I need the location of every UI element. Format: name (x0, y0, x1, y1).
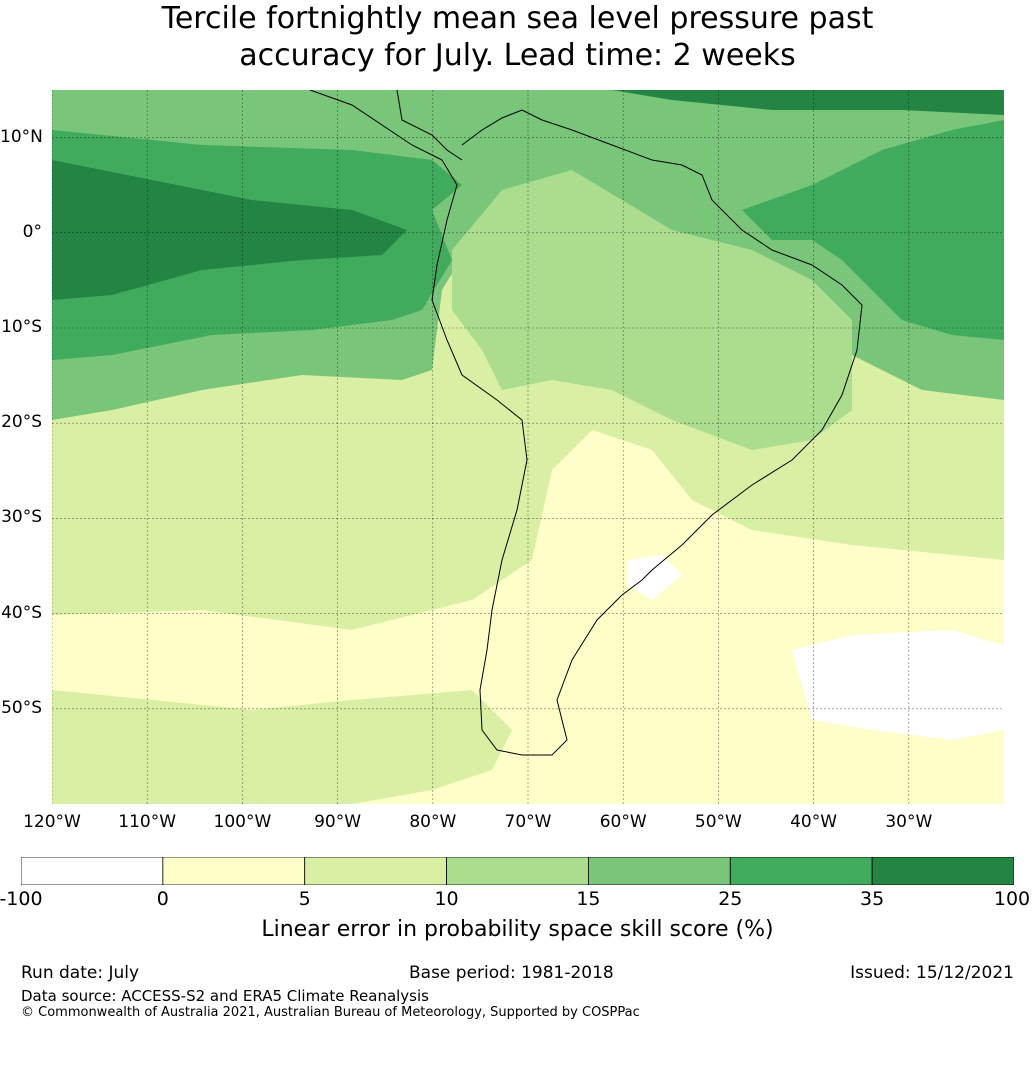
coastline-caribbean (396, 90, 463, 161)
lat-tick-label: 10°S (1, 317, 42, 337)
colorbar-segment (446, 857, 589, 885)
region-35-100 (52, 160, 407, 300)
coastline (309, 90, 863, 756)
region-negative-1 (792, 630, 1004, 740)
lat-tick-label: 20°S (1, 412, 42, 433)
colorbar-tick-label: 35 (860, 888, 885, 910)
lon-tick-label: 50°W (694, 812, 742, 832)
colorbar-tick-label: 25 (718, 888, 743, 910)
skill-map (52, 90, 1004, 804)
colorbar-tick-label: 15 (576, 888, 601, 910)
gridlines (52, 90, 1004, 804)
lat-tick-label: 30°S (1, 507, 42, 528)
colorbar-segment (871, 857, 1014, 885)
data-source: Data source: ACCESS-S2 and ERA5 Climate … (21, 987, 429, 1005)
lat-tick-label: 0° (22, 221, 42, 242)
run-date: Run date: July (21, 963, 140, 983)
lon-tick-label: 70°W (504, 812, 552, 832)
colorbar (21, 857, 1014, 885)
colorbar-segment (162, 857, 306, 885)
colorbar-segment (21, 857, 164, 885)
colorbar-tick-label: 10 (434, 888, 459, 910)
lat-tick-label: 40°S (1, 602, 42, 623)
chart-title: Tercile fortnightly mean sea level press… (0, 0, 1035, 74)
lon-tick-label: 80°W (409, 812, 457, 832)
colorbar-segment (588, 857, 731, 885)
region-10-15-continent (452, 170, 852, 450)
lon-tick-label: 30°W (885, 812, 933, 832)
region-negative-2 (627, 555, 682, 600)
lon-tick-label: 90°W (314, 812, 362, 832)
base-period: Base period: 1981-2018 (409, 963, 614, 983)
issued-date: Issued: 15/12/2021 (850, 963, 1014, 983)
lon-tick-label: 40°W (790, 812, 838, 832)
title-line-1: Tercile fortnightly mean sea level press… (161, 1, 874, 36)
colorbar-tick-label: -100 (0, 888, 43, 910)
title-line-2: accuracy for July. Lead time: 2 weeks (239, 38, 796, 73)
region-25-35-east (742, 120, 1004, 340)
colorbar-segment (304, 857, 447, 885)
lat-tick-label: 50°S (1, 697, 42, 718)
region-35-100-north (612, 90, 1004, 115)
colorbar-label: Linear error in probability space skill … (261, 917, 774, 942)
colorbar-tick-label: 100 (993, 888, 1031, 910)
lon-tick-label: 100°W (213, 812, 272, 832)
lat-tick-label: 10°N (0, 126, 43, 147)
colorbar-segment (729, 857, 873, 885)
lon-tick-label: 120°W (23, 812, 81, 832)
colorbar-tick-label: 0 (156, 888, 169, 910)
lon-tick-label: 60°W (599, 812, 647, 832)
lon-tick-label: 110°W (118, 812, 177, 832)
copyright: © Commonwealth of Australia 2021, Austra… (21, 1005, 640, 1020)
colorbar-tick-label: 5 (298, 888, 311, 910)
region-5-10-south (52, 690, 512, 804)
